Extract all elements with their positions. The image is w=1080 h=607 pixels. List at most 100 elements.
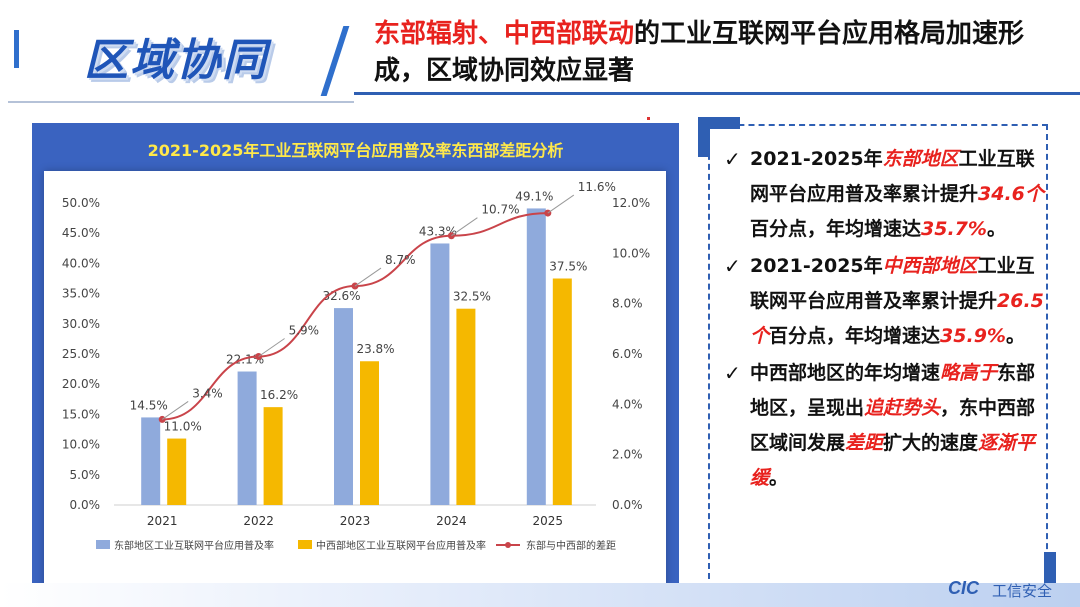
x-tick-label: 2025 (533, 514, 564, 528)
bar-east (237, 371, 257, 505)
bar-data-label: 49.1% (515, 189, 553, 203)
y-left-tick-label: 35.0% (62, 287, 100, 301)
bullet-highlight: 35.7% (921, 218, 987, 240)
bar-midwest (167, 438, 187, 505)
headline: 东部辐射、中西部联动的工业互联网平台应用格局加速形成，区域协同效应显著 (374, 16, 1064, 90)
gap-point (447, 232, 455, 240)
header-divider-right (354, 92, 1080, 95)
gap-leader-line (547, 194, 575, 214)
headline-highlight: 东部辐射、中西部联动 (374, 19, 635, 49)
check-icon: ✓ (724, 254, 741, 278)
bullet-fragment: 工业互联网平台应用普及率累计提升 (750, 148, 1035, 205)
legend-swatch-marker (505, 542, 511, 548)
bullet-fragment: 扩大的速度 (883, 432, 979, 454)
x-tick-label: 2021 (147, 514, 178, 528)
x-tick-label: 2024 (436, 514, 467, 528)
footer-band (0, 583, 1080, 607)
bullet-highlight: 26.5个 (750, 290, 1044, 347)
bullet-item: ✓ 中西部地区的年均增速略高于东部地区，呈现出追赶势头，东中西部区域间发展差距扩大… (724, 356, 1054, 496)
bullet-list: ✓ 2021-2025年东部地区工业互联网平台应用普及率累计提升34.6个百分点，… (724, 142, 1054, 498)
bar-data-label: 37.5% (549, 260, 587, 274)
chart-svg: 0.0% 5.0% 10.0% 15.0% 20.0% 25.0% 30.0% 35.0% 40… (62, 180, 650, 552)
gap-leader-line (161, 401, 189, 420)
bullet-fragment: 2021-2025年 (750, 255, 883, 277)
bar-east (526, 208, 546, 505)
y-left-tick-label: 0.0% (70, 498, 101, 512)
gap-point (158, 415, 166, 423)
bullet-fragment: 百分点，年均增速达 (750, 218, 922, 240)
bullet-fragment: 东部地区，呈现出 (750, 362, 1036, 419)
y-right-tick-label: 0.0% (612, 498, 643, 512)
x-tick-label: 2022 (243, 514, 274, 528)
headline-text: 的工业互联网平台应用格局加速形成，区域协同效应显著 (374, 19, 1025, 86)
bullet-highlight: 差距 (845, 432, 884, 454)
bullet-fragment: 2021-2025年 (750, 148, 883, 170)
y-right-tick-label: 4.0% (612, 397, 643, 411)
gap-data-label: 10.7% (481, 203, 519, 217)
check-icon: ✓ (724, 361, 741, 385)
y-left-tick-label: 10.0% (62, 438, 100, 452)
gap-leader-line (258, 338, 285, 357)
bar-data-label: 14.5% (130, 398, 168, 412)
bullet-fragment: ，东中西部区域间发展 (750, 397, 1036, 454)
y-left-tick-label: 30.0% (62, 317, 100, 331)
chart-title: 2021-2025年工业互联网平台应用普及率东西部差距分析 (147, 141, 564, 160)
y-left-tick-label: 15.0% (62, 407, 100, 421)
bullet-highlight: 中西部地区 (882, 255, 978, 277)
corner-decor (698, 117, 710, 157)
logo-mark: CIC (948, 578, 979, 598)
bullet-highlight: 逐渐平缓 (750, 432, 1036, 489)
bullet-fragment: 。 (986, 218, 1006, 240)
bullet-text: 2021-2025年中西部地区工业互联网平台应用普及率累计提升26.5个百分点，… (750, 249, 1050, 354)
y-right-tick-label: 10.0% (612, 246, 650, 260)
header-divider-left (8, 101, 354, 103)
legend-label: 东部地区工业互联网平台应用普及率 (114, 539, 274, 552)
badge-slash (320, 26, 350, 96)
bullet-highlight: 略高于 (940, 362, 998, 384)
bullet-highlight: 35.9% (940, 325, 1006, 347)
chart-area: 0.0% 5.0% 10.0% 15.0% 20.0% 25.0% 30.0% 35.0% 40… (44, 171, 666, 591)
gap-data-label: 11.6% (578, 180, 616, 194)
bullet-text: 中西部地区的年均增速略高于东部地区，呈现出追赶势头，东中西部区域间发展差距扩大的… (750, 356, 1050, 496)
y-left-tick-label: 20.0% (62, 377, 100, 391)
bar-data-label: 16.2% (260, 388, 298, 402)
section-badge: 区域协同 (14, 20, 350, 96)
section-title: 区域协同 (84, 36, 268, 85)
y-right-tick-label: 6.0% (612, 347, 643, 361)
gap-data-label: 8.7% (385, 253, 416, 267)
y-left-tick-label: 50.0% (62, 196, 100, 210)
bar-data-label: 23.8% (356, 342, 394, 356)
gap-data-label: 3.4% (192, 386, 223, 400)
bullet-fragment: 。 (769, 467, 789, 489)
decor-dot (647, 117, 650, 120)
legend-swatch (298, 540, 312, 549)
gap-leader-line (451, 217, 478, 237)
y-left-tick-label: 5.0% (70, 468, 101, 482)
bullet-highlight: 34.6个 (978, 183, 1044, 205)
bar-east (430, 243, 450, 505)
bar-data-label: 32.5% (453, 290, 491, 304)
bullet-highlight: 追赶势头 (864, 397, 941, 419)
logo-text: 工信安全 (992, 582, 1053, 600)
bar-east (141, 417, 161, 505)
bullet-highlight: 东部地区 (882, 148, 959, 170)
badge-accent-bar (14, 30, 19, 68)
bullet-fragment: 百分点，年均增速达 (769, 325, 941, 347)
bar-east (334, 308, 353, 505)
check-icon: ✓ (724, 147, 741, 171)
y-left-tick-label: 25.0% (62, 347, 100, 361)
gap-leader-line (354, 267, 382, 287)
bar-data-label: 11.0% (164, 420, 202, 434)
chart-panel: 2021-2025年工业互联网平台应用普及率东西部差距分析 0.0% 5.0% 10… (32, 123, 679, 597)
bullet-fragment: 。 (1005, 325, 1025, 347)
y-right-tick-label: 12.0% (612, 196, 650, 210)
bar-midwest (263, 407, 283, 505)
y-left-tick-label: 40.0% (62, 256, 100, 270)
x-tick-label: 2023 (340, 514, 371, 528)
bullet-item: ✓ 2021-2025年中西部地区工业互联网平台应用普及率累计提升26.5个百分点… (724, 249, 1054, 354)
bar-midwest (360, 361, 379, 505)
legend-label: 中西部地区工业互联网平台应用普及率 (316, 539, 486, 552)
bullet-text: 2021-2025年东部地区工业互联网平台应用普及率累计提升34.6个百分点，年… (750, 142, 1050, 247)
y-right-tick-label: 2.0% (612, 448, 643, 462)
bullet-item: ✓ 2021-2025年东部地区工业互联网平台应用普及率累计提升34.6个百分点，… (724, 142, 1054, 247)
